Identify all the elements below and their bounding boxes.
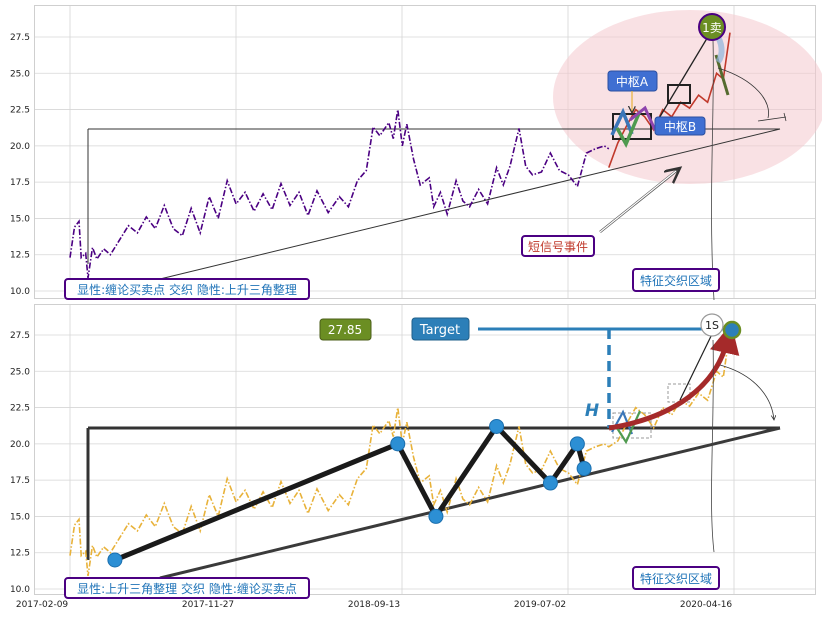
x-tick-label: 2017-11-27 (182, 600, 234, 610)
y-tick-label: 22.5 (10, 106, 30, 116)
zigzag-blue-top (610, 107, 634, 136)
top-price-series (69, 109, 610, 279)
zigzag-point (569, 436, 585, 452)
y-tick-label: 20.0 (10, 440, 30, 450)
bottom-price-series (69, 330, 731, 577)
sell-point-marker: 1卖 (698, 13, 726, 41)
zhongshu-b-label: 中枢B (654, 116, 706, 136)
top-bracket-b (783, 112, 787, 122)
bottom-zhongshu-box (612, 412, 652, 439)
target-value-text: 27.85 (328, 323, 362, 337)
y-tick-label: 25.0 (10, 69, 30, 79)
top-pattern-text: 显性:缠论买卖点 交织 隐性:上升三角整理 (77, 282, 297, 297)
zigzag-purple-top (629, 105, 657, 131)
top-pattern-label: 显性:缠论买卖点 交织 隐性:上升三角整理 (64, 278, 310, 300)
top-zone-label: 特征交织区域 (632, 268, 720, 292)
y-tick-label: 25.0 (10, 367, 30, 377)
zigzag-point (428, 508, 444, 524)
bottom-pattern-text: 显性:上升三角整理 交织 隐性:缠论买卖点 (77, 581, 297, 596)
signal-event-label: 短信号事件 (521, 235, 595, 257)
y-tick-label: 12.5 (10, 251, 30, 261)
top-support-line (159, 128, 781, 280)
zigzag-point (107, 552, 123, 568)
x-tick-label: 2017-02-09 (16, 600, 69, 610)
signal-arrow-inner (599, 170, 677, 233)
target-text: Target (419, 323, 460, 338)
y-tick-label: 20.0 (10, 142, 30, 152)
bottom-panel: 10.0 12.5 15.0 17.5 20.0 22.5 25.0 27.5 2017-02… (10, 304, 816, 610)
y-tick-label: 15.0 (10, 214, 30, 224)
top-vertical-connector (711, 39, 715, 301)
zigzag-point (576, 461, 592, 477)
bottom-curve-arrow (719, 364, 774, 420)
y-tick-label: 15.0 (10, 512, 30, 522)
x-tick-label: 2018-09-13 (348, 600, 400, 610)
sell-point-text: 1卖 (702, 21, 722, 35)
y-tick-label: 10.0 (10, 585, 30, 595)
y-tick-label: 27.5 (10, 331, 30, 341)
height-label: H (585, 401, 599, 421)
top-bracket-a (757, 116, 787, 122)
y-tick-label: 12.5 (10, 549, 30, 559)
zhongshu-b-text: 中枢B (664, 119, 696, 134)
zigzag-green-top (615, 110, 642, 148)
bottom-x-ticks: 2017-02-09 2017-11-27 2018-09-13 2019-07-02… (16, 600, 733, 610)
y-tick-label: 10.0 (10, 287, 30, 297)
y-tick-label: 27.5 (10, 33, 30, 43)
bottom-zone-label: 特征交织区域 (632, 566, 720, 590)
zhongshu-a-label: 中枢A (607, 70, 658, 92)
zigzag-point (542, 475, 558, 491)
target-label: Target (411, 317, 470, 341)
bottom-uptrend-line (679, 329, 715, 401)
uptrend-line (654, 29, 713, 126)
bottom-vertical-connector (711, 339, 715, 553)
zhongshu-a-text: 中枢A (616, 74, 649, 89)
zigzag-point (390, 436, 406, 452)
y-tick-label: 17.5 (10, 178, 30, 188)
bottom-pattern-label: 显性:上升三角整理 交织 隐性:缠论买卖点 (64, 577, 310, 599)
x-tick-label: 2020-04-16 (680, 600, 733, 610)
target-endpoint (722, 320, 742, 340)
bottom-y-ticks: 10.0 12.5 15.0 17.5 20.0 22.5 25.0 27.5 (10, 331, 30, 595)
y-tick-label: 17.5 (10, 476, 30, 486)
bottom-zone-text: 特征交织区域 (640, 571, 712, 586)
target-value-label: 27.85 (319, 318, 372, 341)
breakout-arrow (608, 323, 740, 431)
top-y-ticks: 10.0 12.5 15.0 17.5 20.0 22.5 25.0 27.5 (10, 33, 30, 297)
zigzag-points (107, 418, 592, 568)
signal-event-text: 短信号事件 (528, 240, 588, 254)
top-panel: 10.0 12.5 15.0 17.5 20.0 22.5 25.0 27.5 中枢A 中枢B (10, 5, 822, 301)
zigzag-point (489, 418, 505, 434)
top-curve-arrow (717, 67, 769, 119)
bottom-plot-area (34, 304, 816, 595)
top-zone-text: 特征交织区域 (640, 273, 712, 288)
y-tick-label: 22.5 (10, 404, 30, 414)
one-s-text: 1S (705, 319, 719, 332)
feature-zone-ellipse (553, 10, 822, 184)
x-tick-label: 2019-07-02 (514, 600, 566, 610)
one-s-marker: 1S (700, 313, 724, 337)
